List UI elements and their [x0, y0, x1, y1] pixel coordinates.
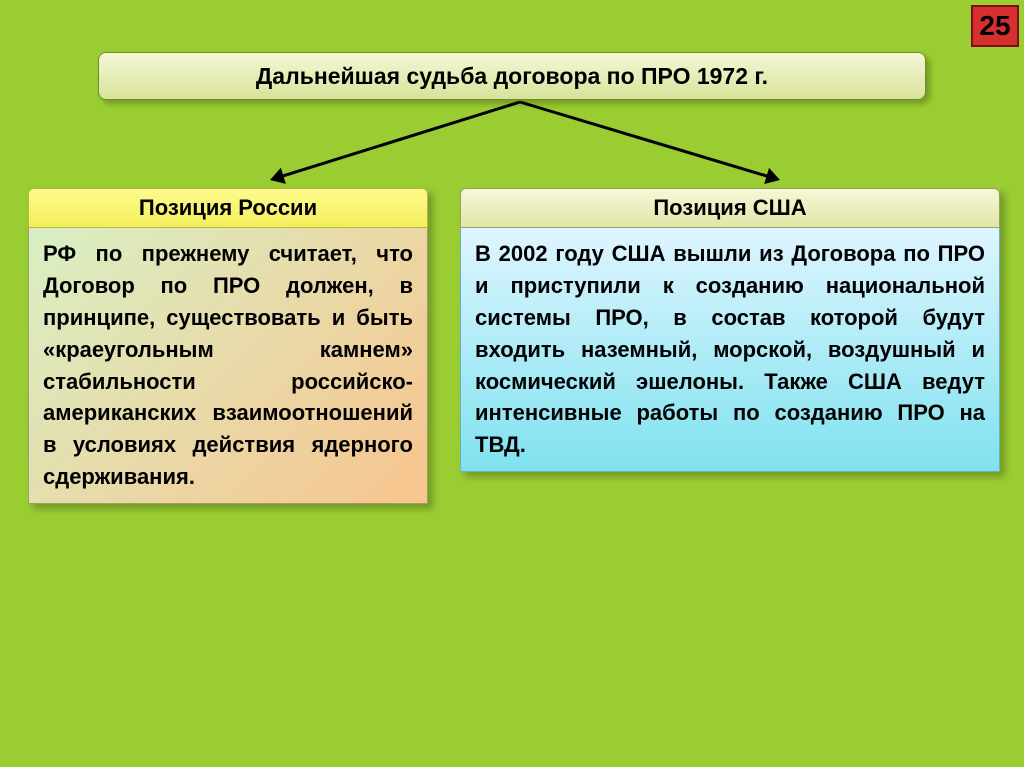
branch-arrows: [240, 100, 800, 190]
right-column: Позиция США В 2002 году США вышли из Дог…: [460, 188, 1000, 472]
right-column-header: Позиция США: [460, 188, 1000, 228]
left-column: Позиция России РФ по прежнему считает, ч…: [28, 188, 428, 504]
slide-title-box: Дальнейшая судьба договора по ПРО 1972 г…: [98, 52, 926, 100]
right-column-body: В 2002 году США вышли из Договора по ПРО…: [460, 228, 1000, 472]
right-header-text: Позиция США: [653, 195, 806, 220]
left-column-body: РФ по прежнему считает, что Договор по П…: [28, 228, 428, 504]
right-body-text: В 2002 году США вышли из Договора по ПРО…: [475, 241, 985, 457]
left-column-header: Позиция России: [28, 188, 428, 228]
left-header-text: Позиция России: [139, 195, 317, 220]
page-number-badge: 25: [971, 5, 1019, 47]
slide-title-text: Дальнейшая судьба договора по ПРО 1972 г…: [256, 63, 768, 90]
left-body-text: РФ по прежнему считает, что Договор по П…: [43, 241, 413, 489]
page-number-text: 25: [979, 10, 1010, 42]
